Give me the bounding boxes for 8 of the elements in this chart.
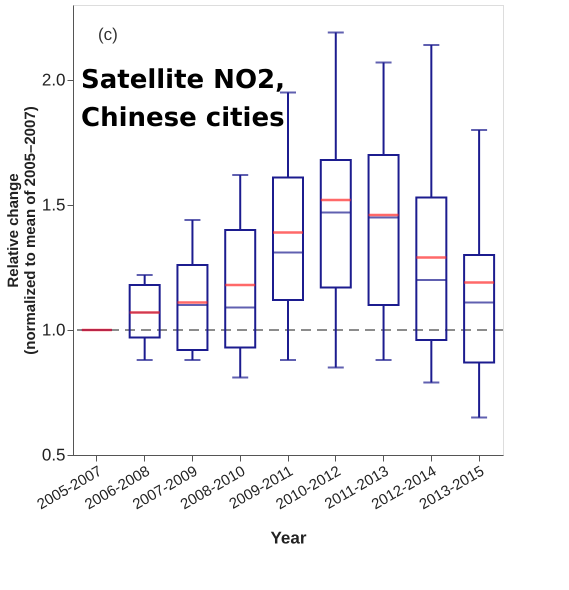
y-tick-label: 1.0 bbox=[42, 320, 66, 340]
y-tick-label: 1.5 bbox=[42, 196, 66, 214]
y-axis-title: Relative change (normalized to mean of 2005–2007) bbox=[4, 106, 39, 355]
y-tick-label: 2.0 bbox=[42, 70, 66, 90]
y-tick-label: 0.5 bbox=[42, 446, 66, 464]
x-axis-title: Year bbox=[270, 528, 307, 548]
annotation: (c) bbox=[98, 25, 118, 44]
text: Satellite NO2, Chinese cities bbox=[81, 65, 286, 133]
